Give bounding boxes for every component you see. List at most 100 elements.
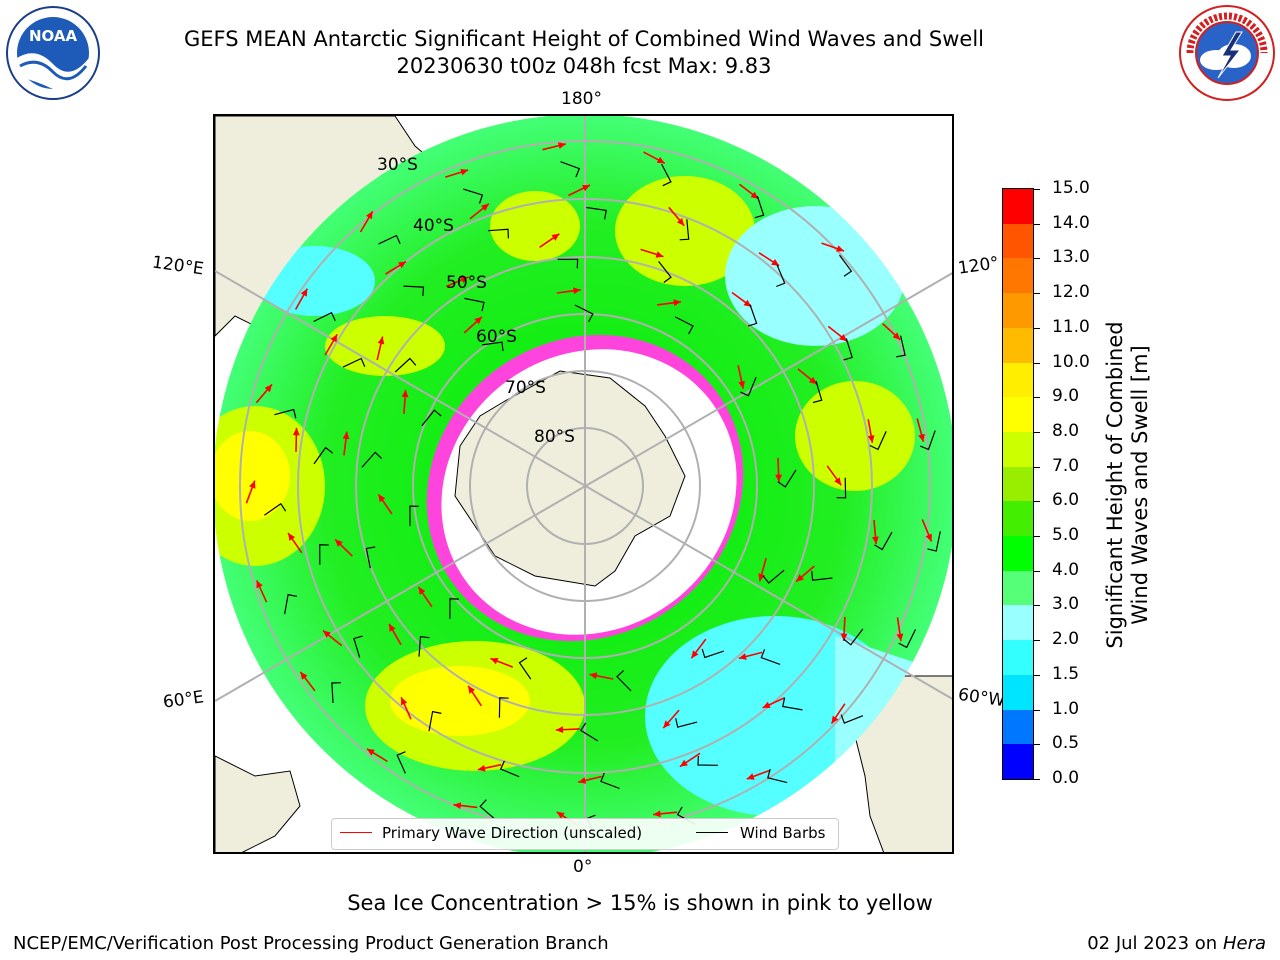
colorbar-segment bbox=[1003, 501, 1033, 537]
wave-direction-arrowhead bbox=[558, 142, 566, 149]
wind-barb bbox=[898, 629, 917, 649]
wave-direction-arrowhead bbox=[389, 623, 396, 632]
wave-direction-arrowhead bbox=[555, 726, 564, 734]
wave-direction-arrowhead bbox=[573, 287, 581, 295]
sea-ice-note: Sea Ice Concentration > 15% is shown in … bbox=[347, 891, 933, 915]
lon-label-right-lower: 60°W bbox=[956, 684, 1007, 712]
wave-direction-arrowhead bbox=[551, 233, 560, 241]
wind-barb bbox=[428, 710, 442, 732]
colorbar-tick-label: 8.0 bbox=[1052, 420, 1080, 441]
colorbar-label: Significant Height of Combined Wind Wave… bbox=[1103, 321, 1152, 649]
map-canvas: 30°S 40°S 50°S 60°S 70°S 80°S bbox=[215, 116, 952, 852]
colorbar-segment bbox=[1003, 536, 1033, 571]
colorbar-tick-mark bbox=[1034, 466, 1040, 468]
colorbar-segment bbox=[1003, 223, 1033, 259]
wave-direction-arrowhead bbox=[292, 427, 300, 436]
map-legend: Primary Wave Direction (unscaled) Wind B… bbox=[331, 818, 839, 850]
wave-direction-arrowhead bbox=[582, 185, 590, 192]
wave-direction-arrowhead bbox=[836, 245, 845, 252]
wave-direction-arrowhead bbox=[840, 633, 848, 641]
colorbar-tick-mark bbox=[1034, 779, 1040, 780]
wind-barb bbox=[579, 722, 599, 742]
colorbar-tick-mark bbox=[1034, 327, 1040, 329]
wave-direction-arrowhead bbox=[762, 701, 771, 708]
wind-barb bbox=[365, 546, 376, 569]
wave-direction-arrowhead bbox=[676, 218, 685, 226]
wind-barb bbox=[421, 409, 442, 427]
wind-barb bbox=[313, 311, 336, 323]
colorbar-tick-label: 0.5 bbox=[1052, 733, 1080, 754]
antarctica-land bbox=[454, 370, 686, 587]
wind-barb bbox=[701, 648, 724, 659]
lat-label-70s: 70°S bbox=[505, 378, 546, 398]
wave-direction-arrowhead bbox=[925, 533, 932, 542]
wave-direction-arrowhead bbox=[771, 259, 780, 266]
chart-subtitle: 20230630 t00z 048h fcst Max: 9.83 bbox=[396, 54, 772, 78]
wave-direction-arrowhead bbox=[249, 480, 256, 489]
colorbar-segment bbox=[1003, 431, 1033, 467]
wind-barb bbox=[767, 768, 788, 784]
lat-label-50s: 50°S bbox=[446, 273, 487, 293]
wave-direction-arrowhead bbox=[377, 336, 385, 345]
lon-label-right-upper: 120° bbox=[956, 253, 1001, 279]
colorbar-tick-label: 13.0 bbox=[1052, 247, 1090, 268]
colorbar-tick-label: 5.0 bbox=[1052, 525, 1080, 546]
colorbar-segment bbox=[1003, 744, 1033, 779]
wave-direction-arrowhead bbox=[808, 376, 817, 385]
wind-barb bbox=[482, 341, 504, 352]
colorbar-tick-label: 2.0 bbox=[1052, 629, 1080, 650]
wind-barb bbox=[697, 755, 719, 766]
colorbar-tick-label: 9.0 bbox=[1052, 386, 1080, 407]
wave-direction-arrowhead bbox=[300, 288, 308, 297]
footer-branch: NCEP/EMC/Verification Post Processing Pr… bbox=[13, 933, 609, 954]
wave-direction-arrowhead bbox=[867, 435, 875, 443]
africa-land bbox=[215, 755, 301, 852]
wave-direction-arrowhead bbox=[839, 334, 848, 342]
colorbar-segment bbox=[1003, 362, 1033, 398]
colorbar-tick-mark bbox=[1034, 362, 1040, 364]
wave-direction-arrowhead bbox=[656, 156, 665, 164]
wave-direction-arrowhead bbox=[378, 494, 386, 503]
wind-barb bbox=[518, 657, 532, 680]
map-panel: 30°S 40°S 50°S 60°S 70°S 80°S bbox=[213, 114, 954, 854]
lon-label-left-upper: 120°E bbox=[150, 252, 205, 280]
colorbar-segment bbox=[1003, 189, 1033, 224]
colorbar-tick-label: 12.0 bbox=[1052, 282, 1090, 303]
wind-barb bbox=[418, 636, 430, 657]
wind-barb bbox=[361, 451, 383, 468]
wave-direction-arrowhead bbox=[342, 431, 350, 440]
colorbar-tick-mark bbox=[1034, 501, 1040, 503]
colorbar-segment bbox=[1003, 258, 1033, 294]
wave-direction-arrowhead bbox=[256, 580, 263, 589]
colorbar-tick-label: 4.0 bbox=[1052, 559, 1080, 580]
colorbar-tick-label: 0.0 bbox=[1052, 768, 1080, 788]
wind-barb bbox=[777, 469, 797, 488]
wave-direction-arrowhead bbox=[673, 299, 681, 307]
wind-barb bbox=[675, 718, 698, 728]
wind-barb bbox=[782, 697, 803, 711]
wind-barb bbox=[274, 408, 297, 419]
colorbar-tick-mark bbox=[1034, 189, 1040, 190]
wind-barb bbox=[658, 261, 672, 283]
wind-barb bbox=[836, 477, 847, 499]
wind-barb bbox=[740, 376, 757, 397]
wind-barb bbox=[284, 593, 298, 615]
wind-barb bbox=[762, 569, 785, 584]
wind-barb bbox=[378, 234, 401, 245]
wind-barb bbox=[840, 714, 864, 724]
wind-barb bbox=[616, 670, 632, 692]
lat-label-80s: 80°S bbox=[534, 427, 575, 447]
colorbar-tick-label: 15.0 bbox=[1052, 178, 1090, 198]
colorbar-tick-label: 6.0 bbox=[1052, 490, 1080, 511]
wave-direction-arrowhead bbox=[775, 474, 782, 482]
wave-direction-arrowhead bbox=[468, 685, 475, 694]
wave-direction-arrowhead bbox=[474, 316, 482, 325]
footer-date: 02 Jul 2023 on Hera bbox=[1087, 933, 1266, 954]
colorbar-tick-mark bbox=[1034, 605, 1040, 607]
wave-direction-arrowhead bbox=[738, 380, 745, 389]
wind-barb bbox=[812, 380, 823, 404]
colorbar bbox=[1002, 188, 1034, 780]
wave-direction-arrowhead bbox=[264, 384, 272, 393]
colorbar-tick-label: 11.0 bbox=[1052, 316, 1090, 337]
wave-direction-arrowhead bbox=[323, 630, 331, 638]
